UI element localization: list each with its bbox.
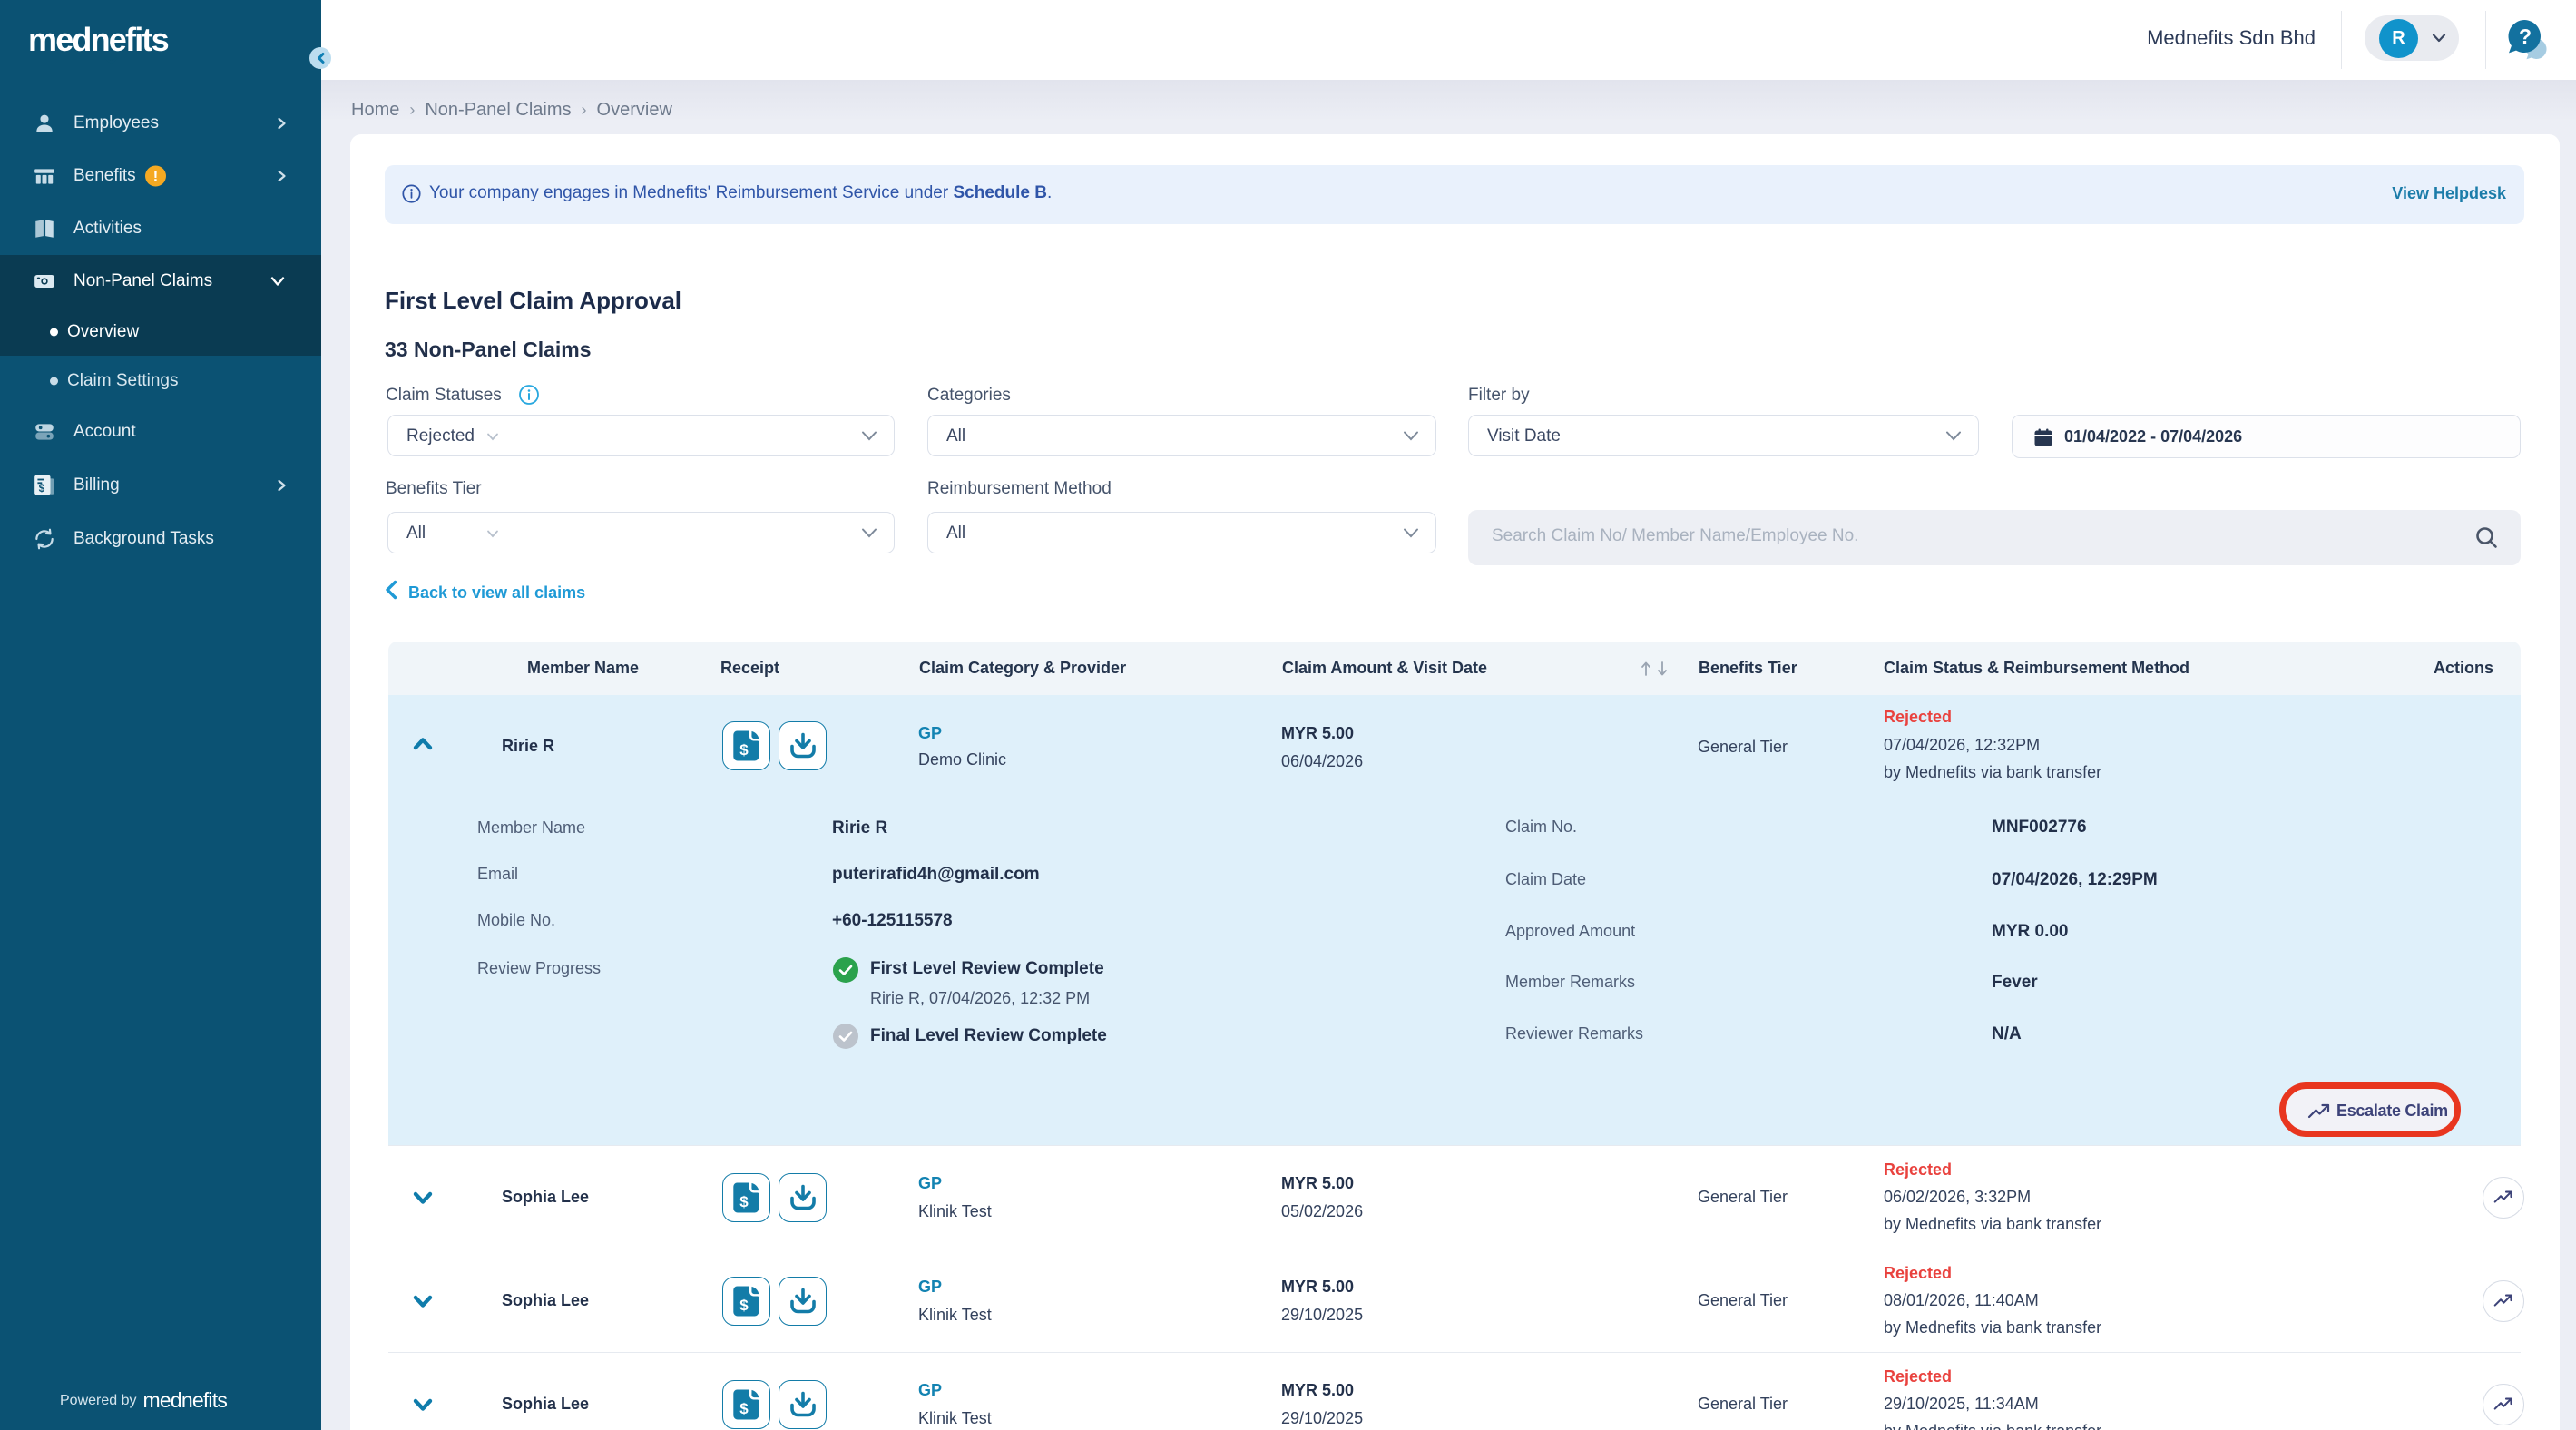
svg-text:$: $: [739, 1400, 749, 1417]
svg-text:$: $: [739, 1193, 749, 1210]
svg-text:$: $: [39, 482, 45, 495]
svg-text:$: $: [739, 741, 749, 759]
svg-text:$: $: [739, 1297, 749, 1314]
svg-text:?: ?: [2519, 24, 2532, 48]
